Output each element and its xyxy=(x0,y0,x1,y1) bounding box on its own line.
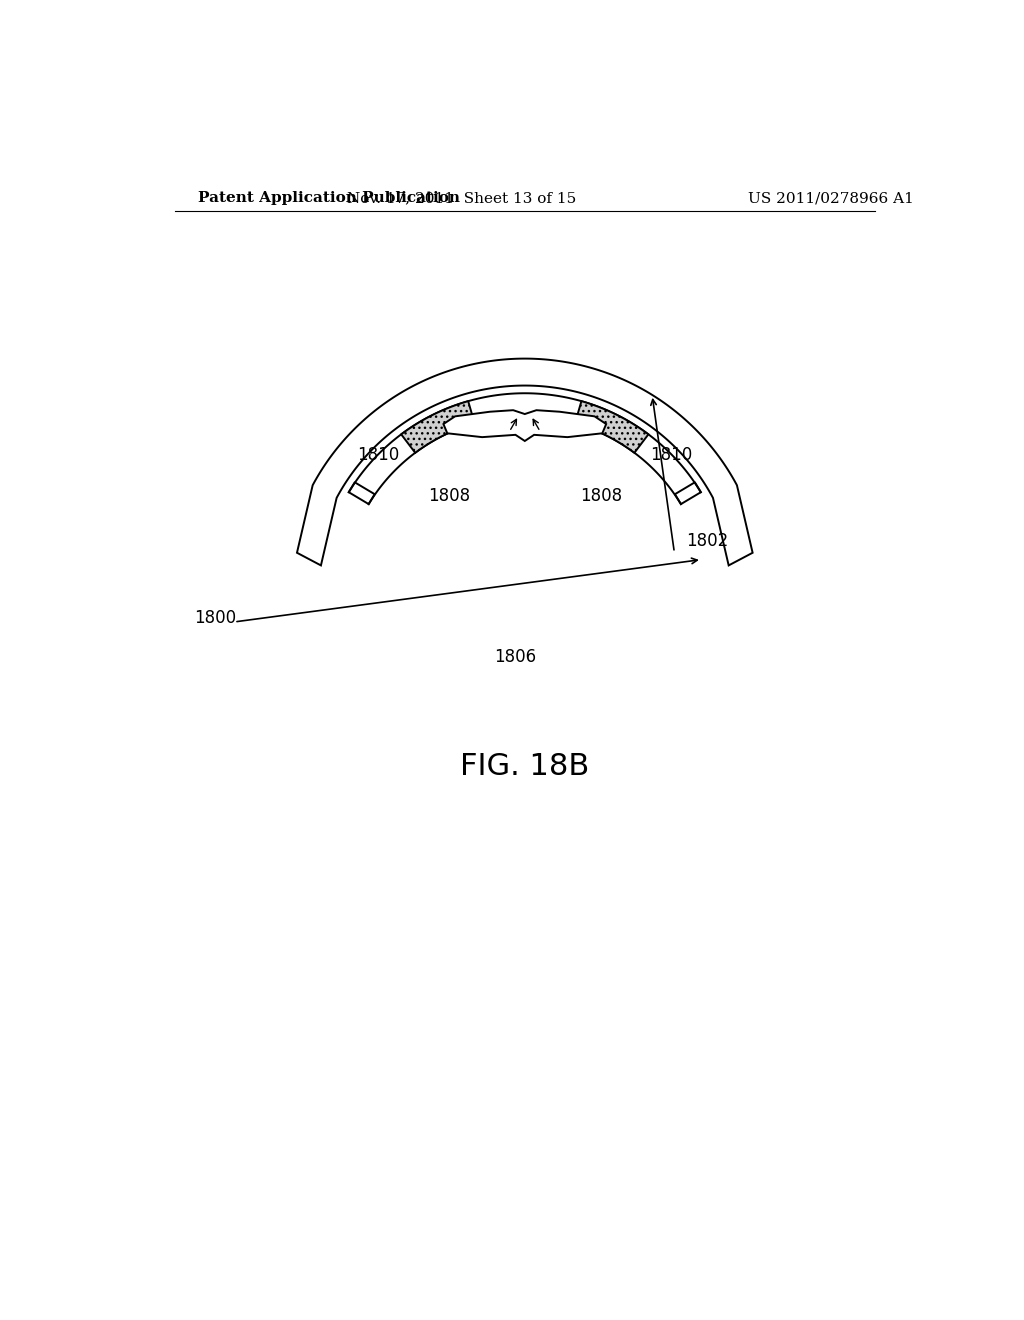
Text: 1806: 1806 xyxy=(495,648,537,667)
Polygon shape xyxy=(401,401,474,453)
Text: 1808: 1808 xyxy=(428,487,470,504)
Text: 1802: 1802 xyxy=(686,532,728,550)
Polygon shape xyxy=(443,411,606,441)
Text: US 2011/0278966 A1: US 2011/0278966 A1 xyxy=(748,191,913,206)
Polygon shape xyxy=(575,401,648,453)
Text: 1808: 1808 xyxy=(580,487,622,504)
Text: Nov. 17, 2011  Sheet 13 of 15: Nov. 17, 2011 Sheet 13 of 15 xyxy=(347,191,575,206)
Text: FIG. 18B: FIG. 18B xyxy=(460,752,590,781)
Text: 1810: 1810 xyxy=(650,446,692,463)
Polygon shape xyxy=(297,359,753,565)
Text: 1810: 1810 xyxy=(357,446,399,463)
Text: 1800: 1800 xyxy=(194,609,236,627)
Text: Patent Application Publication: Patent Application Publication xyxy=(198,191,460,206)
Polygon shape xyxy=(349,393,700,504)
